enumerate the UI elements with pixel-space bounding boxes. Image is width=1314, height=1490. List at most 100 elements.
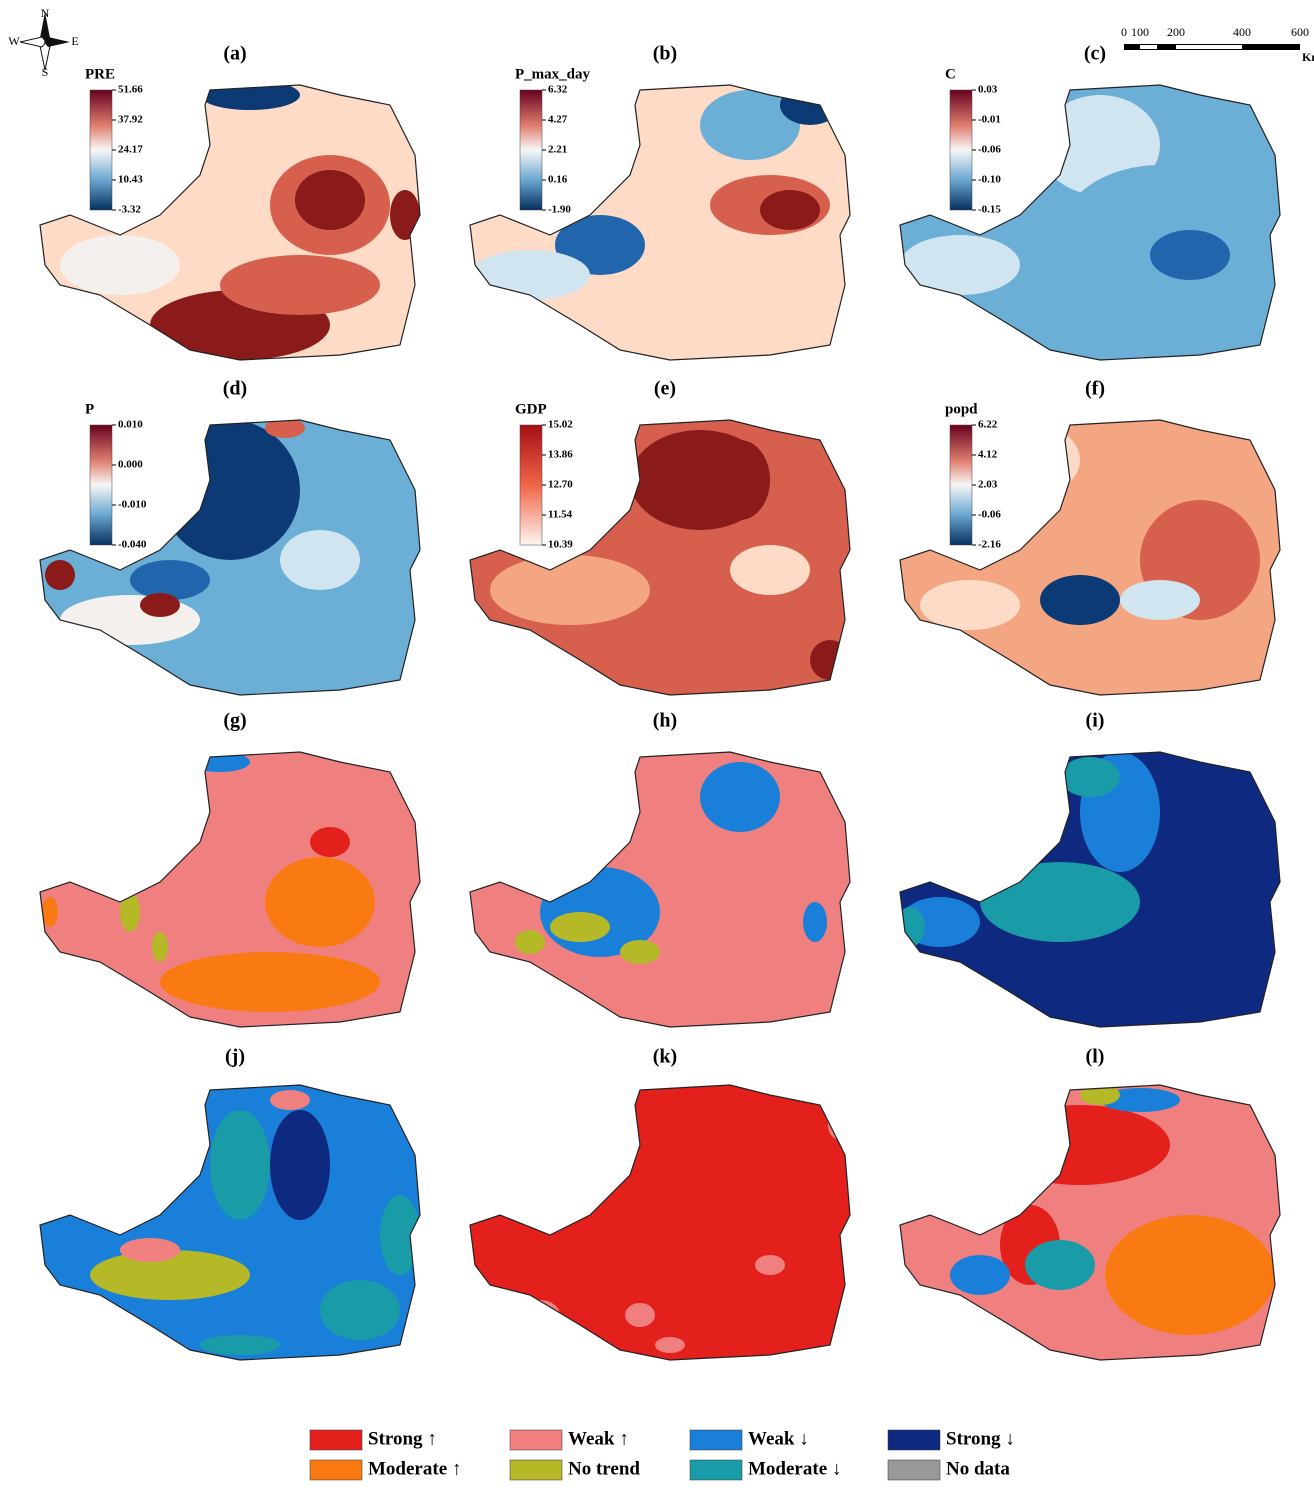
region <box>1120 580 1200 620</box>
region <box>120 892 140 932</box>
region <box>270 1090 310 1110</box>
panel-label: (j) <box>225 1046 245 1068</box>
colorbar-label: 0.03 <box>978 84 998 96</box>
region <box>1025 1240 1095 1290</box>
region <box>1060 165 1260 305</box>
colorbar-label: 15.02 <box>548 419 573 431</box>
colorbar-label: 4.12 <box>978 449 998 461</box>
region <box>760 190 820 230</box>
scale-label: 100 <box>1131 25 1149 39</box>
colorbar <box>519 89 543 211</box>
region <box>320 1280 400 1340</box>
legend-label: Strong ↓ <box>946 1428 1015 1449</box>
colorbar-label: 24.17 <box>118 144 143 156</box>
region <box>780 85 840 125</box>
region <box>270 1110 330 1220</box>
region <box>210 1110 270 1220</box>
legend-swatch <box>309 1429 363 1451</box>
panel-label: (f) <box>1085 378 1105 400</box>
map <box>469 751 851 1028</box>
legend-title: P_max_day <box>515 66 591 82</box>
compass-n: N <box>41 6 50 20</box>
region <box>810 640 850 680</box>
colorbar-label: -0.010 <box>118 499 147 511</box>
colorbar-label: -0.040 <box>118 539 147 551</box>
region <box>1100 1088 1180 1112</box>
colorbar-label: -1.90 <box>548 204 571 216</box>
colorbar-label: 0.010 <box>118 419 143 431</box>
legend-label: Moderate ↓ <box>748 1458 841 1479</box>
colorbar-label: 10.43 <box>118 174 143 186</box>
region <box>620 940 660 964</box>
panel-label: (i) <box>1086 710 1105 732</box>
legend-title: P <box>85 401 94 417</box>
region <box>220 255 380 315</box>
region <box>730 545 810 595</box>
colorbar-label: -2.16 <box>978 539 1001 551</box>
legend-label: Weak ↑ <box>568 1428 629 1449</box>
colorbar-label: -3.32 <box>118 204 141 216</box>
panel-label: (e) <box>654 378 676 400</box>
compass-w: W <box>8 34 20 48</box>
colorbar-label: 6.22 <box>978 419 998 431</box>
region <box>710 440 770 520</box>
legend-swatch <box>887 1459 941 1481</box>
region <box>590 295 790 355</box>
region <box>655 1337 685 1353</box>
legend-title: C <box>945 66 956 82</box>
scale-bar <box>1124 44 1300 50</box>
scale-label: 400 <box>1233 25 1251 39</box>
colorbar-label: -0.15 <box>978 204 1001 216</box>
legend-label: No trend <box>568 1458 640 1479</box>
region <box>160 952 380 1012</box>
map <box>39 751 421 1028</box>
colorbar-label: 51.66 <box>118 84 143 96</box>
region <box>1080 1085 1120 1105</box>
colorbar-label: 0.000 <box>118 459 143 471</box>
legend-title: popd <box>945 401 978 417</box>
region <box>490 555 650 625</box>
region <box>152 932 168 962</box>
panel-label: (b) <box>653 43 677 65</box>
colorbar-label: 10.39 <box>548 539 573 551</box>
colorbar-label: -0.10 <box>978 174 1001 186</box>
legend-label: Weak ↓ <box>748 1428 809 1449</box>
legend-swatch <box>887 1429 941 1451</box>
legend-label: Moderate ↑ <box>368 1458 461 1479</box>
region <box>700 762 780 832</box>
region <box>1105 1215 1275 1335</box>
colorbar <box>89 89 113 211</box>
legend-title: PRE <box>85 66 115 82</box>
region <box>280 530 360 590</box>
region <box>200 1335 280 1355</box>
compass: N S W E <box>8 6 78 79</box>
colorbar <box>519 424 543 546</box>
scale-label: 200 <box>1167 25 1185 39</box>
region <box>140 593 180 617</box>
region <box>803 902 827 942</box>
colorbar-label: 13.86 <box>548 449 573 461</box>
compass-s: S <box>42 65 49 79</box>
region <box>45 560 75 590</box>
map <box>469 1084 851 1361</box>
colorbar-label: 0.16 <box>548 174 568 186</box>
region <box>515 930 545 954</box>
region <box>310 827 350 857</box>
region <box>380 1195 420 1275</box>
colorbar <box>89 424 113 546</box>
legend-swatch <box>509 1429 563 1451</box>
legend-swatch <box>309 1459 363 1481</box>
region <box>920 580 1020 630</box>
legend-swatch <box>689 1459 743 1481</box>
panel-label: (l) <box>1086 1046 1105 1068</box>
panel-label: (c) <box>1084 43 1106 65</box>
region <box>265 857 375 947</box>
compass-e: E <box>71 34 78 48</box>
colorbar-label: 2.21 <box>548 144 567 156</box>
region <box>160 420 300 560</box>
scale-label: 0 <box>1121 25 1127 39</box>
colorbar-label: 12.70 <box>548 479 573 491</box>
region <box>390 190 420 240</box>
map <box>899 751 1281 1028</box>
